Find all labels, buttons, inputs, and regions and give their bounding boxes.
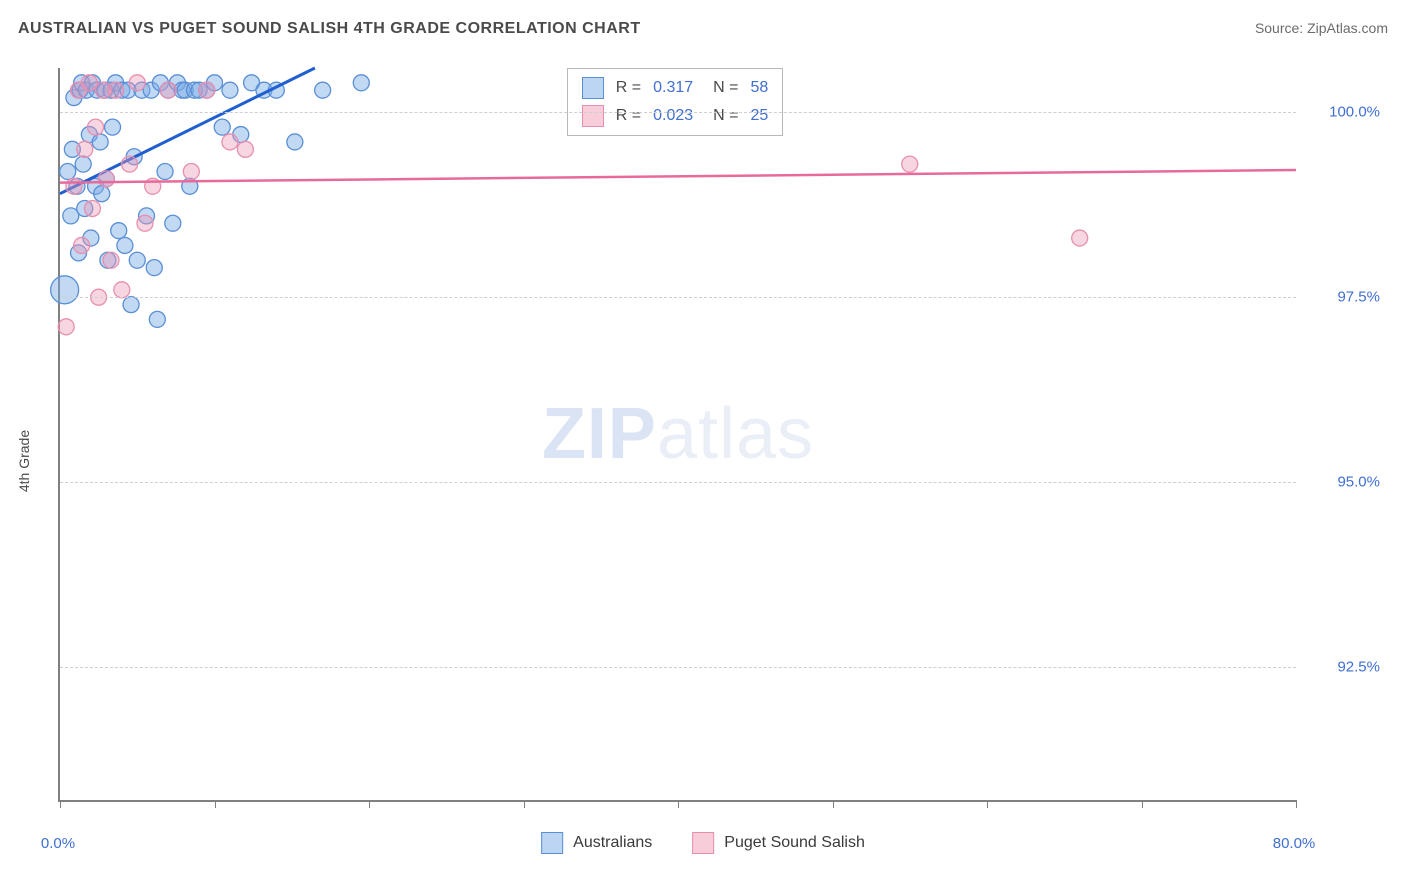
data-point [117,237,133,253]
x-tick [369,800,370,808]
data-point [160,82,176,98]
data-point [222,134,238,150]
data-point [98,171,114,187]
series-legend-label: Australians [573,834,652,852]
data-point [105,119,121,135]
data-point [237,141,253,157]
data-point [74,237,90,253]
data-point [103,252,119,268]
data-point [58,319,74,335]
x-tick [215,800,216,808]
y-tick-label: 100.0% [1300,104,1380,121]
y-tick-label: 95.0% [1300,474,1380,491]
data-point [66,178,82,194]
data-point [149,311,165,327]
legend-swatch [582,77,604,99]
gridline-h [60,667,1296,668]
x-tick [833,800,834,808]
x-tick [987,800,988,808]
legend-n-label: N = [713,79,738,97]
data-point [157,164,173,180]
data-point [165,215,181,231]
data-point [199,82,215,98]
legend-row: R = 0.317 N = 58 [582,77,769,99]
data-point [902,156,918,172]
data-point [129,252,145,268]
y-axis-label: 4th Grade [16,430,32,492]
plot-region: ZIPatlas R =0.317N =58R =0.023N =25 [58,68,1296,802]
data-point [122,156,138,172]
scatter-svg [60,68,1296,800]
legend-swatch [541,832,563,854]
data-point [214,119,230,135]
data-point [129,75,145,91]
data-point [222,82,238,98]
x-tick [678,800,679,808]
y-tick-label: 92.5% [1300,658,1380,675]
data-point [1072,230,1088,246]
data-point [88,119,104,135]
series-legend-item: Australians [541,832,652,854]
legend-r-value: 0.317 [653,79,693,97]
legend-n-value: 25 [750,107,768,125]
data-point [94,186,110,202]
x-tick [60,800,61,808]
series-legend: Australians Puget Sound Salish [541,832,865,854]
legend-n-value: 58 [750,79,768,97]
series-legend-label: Puget Sound Salish [724,834,865,852]
gridline-h [60,297,1296,298]
gridline-h [60,482,1296,483]
legend-r-label: R = [616,107,641,125]
data-point [75,156,91,172]
data-point [92,134,108,150]
data-point [146,260,162,276]
data-point [77,141,93,157]
y-tick-label: 97.5% [1300,289,1380,306]
legend-row: R = 0.023 N = 25 [582,105,769,127]
data-point [108,82,124,98]
data-point [114,282,130,298]
data-point [353,75,369,91]
chart-area: 4th Grade ZIPatlas R =0.317N =58R =0.023… [18,60,1388,862]
trend-line [60,170,1296,183]
data-point [287,134,303,150]
data-point [137,215,153,231]
legend-swatch [582,105,604,127]
legend-r-label: R = [616,79,641,97]
legend-r-value: 0.023 [653,107,693,125]
x-tick-label: 80.0% [1273,835,1316,852]
data-point [84,200,100,216]
legend-n-label: N = [713,107,738,125]
gridline-h [60,112,1296,113]
legend-swatch [692,832,714,854]
data-point [51,276,79,304]
chart-source: Source: ZipAtlas.com [1255,20,1388,36]
x-tick-label: 0.0% [41,835,75,852]
series-legend-item: Puget Sound Salish [692,832,865,854]
chart-title: AUSTRALIAN VS PUGET SOUND SALISH 4TH GRA… [18,20,641,38]
data-point [123,297,139,313]
data-point [315,82,331,98]
data-point [111,223,127,239]
x-tick [1296,800,1297,808]
x-tick [1142,800,1143,808]
data-point [183,164,199,180]
data-point [60,164,76,180]
chart-header: AUSTRALIAN VS PUGET SOUND SALISH 4TH GRA… [18,20,1388,38]
x-tick [524,800,525,808]
correlation-legend: R = 0.317 N = 58 R = 0.023 N = 25 [567,68,784,136]
